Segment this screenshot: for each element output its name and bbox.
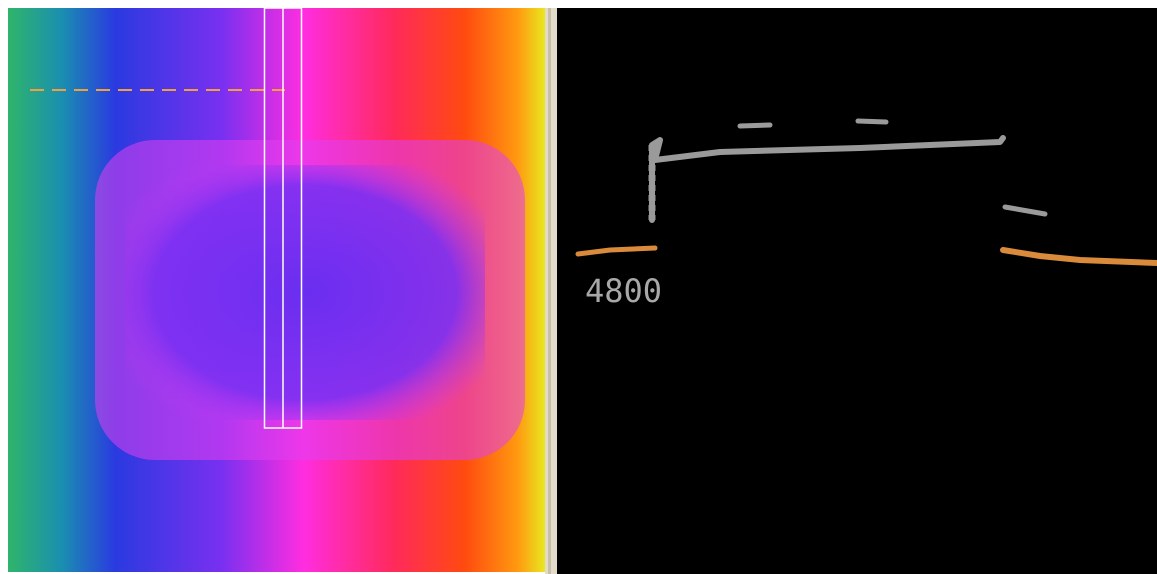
elevation-label: 4800: [585, 272, 662, 310]
height-map-panel: [8, 8, 545, 572]
structure-fragment: [740, 125, 770, 126]
splitter-edge: [548, 8, 551, 574]
structure-fragment: [858, 121, 886, 122]
profile-panel: 4800: [557, 8, 1157, 574]
pit: [125, 165, 485, 420]
screenshot: 4800: [0, 0, 1157, 574]
page: 4800 (() => { const data = JSON.parse(do…: [0, 0, 1157, 574]
